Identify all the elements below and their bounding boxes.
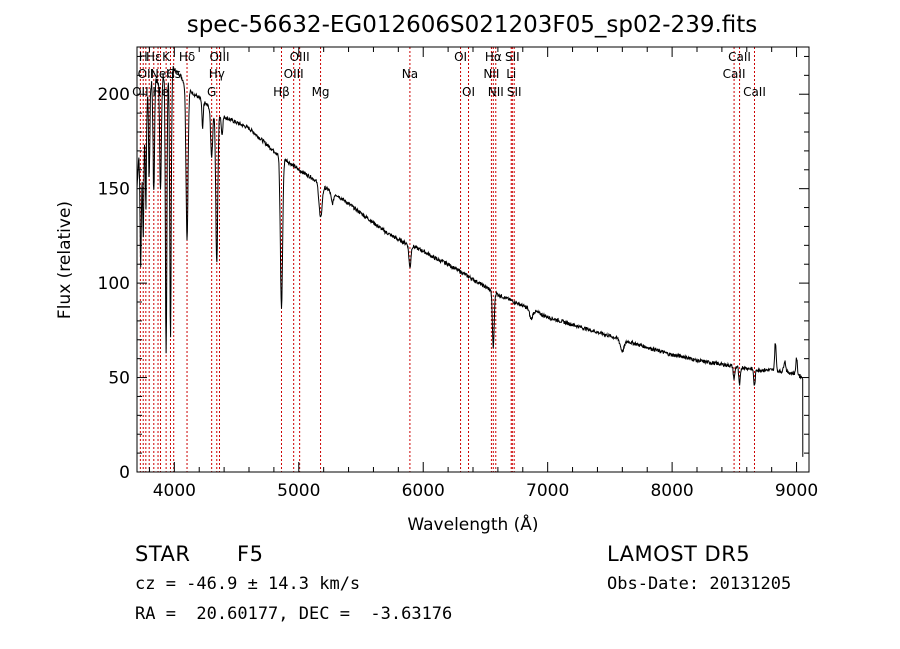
- line-marker-label: OIII: [209, 50, 229, 64]
- line-marker-label: H: [139, 50, 148, 64]
- x-tick-label: 9000: [775, 481, 818, 501]
- y-tick-label: 0: [119, 463, 130, 483]
- x-tick-label: 8000: [650, 481, 693, 501]
- line-marker-label: CaII: [743, 85, 766, 99]
- spectrum-line: [136, 66, 804, 457]
- y-tick-label: 150: [98, 180, 130, 200]
- object-class: STAR: [135, 542, 191, 566]
- observation-date: Obs-Date: 20131205: [607, 574, 792, 594]
- line-marker-label: OI: [462, 85, 475, 99]
- survey-name: LAMOST DR5: [607, 542, 751, 566]
- line-marker-label: NII: [483, 67, 499, 81]
- redshift-velocity: cz = -46.9 ± 14.3 km/s: [135, 574, 361, 594]
- line-marker-label: Hγ: [209, 67, 225, 81]
- line-marker-label: SII: [507, 85, 522, 99]
- x-axis-label: Wavelength (Å): [407, 513, 538, 535]
- y-axis: 0 50 100 150 200: [98, 55, 809, 483]
- line-marker-label: SII: [505, 50, 520, 64]
- line-marker-label: Hβ: [273, 85, 290, 99]
- line-marker-label: OIII: [290, 50, 310, 64]
- line-marker-label: Hε: [146, 50, 162, 64]
- line-marker-label: OII: [132, 85, 149, 99]
- line-marker-label: H: [166, 67, 175, 81]
- line-marker-label: He: [152, 85, 168, 99]
- line-marker-label: Mg: [312, 85, 330, 99]
- line-marker-label: Cs: [166, 67, 181, 81]
- line-markers: [139, 47, 755, 472]
- x-axis: 4000 5000 6000 7000 8000 9000: [148, 47, 818, 501]
- line-marker-label: Na: [402, 67, 418, 81]
- line-marker-label: CaII: [723, 67, 746, 81]
- y-axis-label: Flux (relative): [55, 201, 75, 319]
- y-tick-label: 100: [98, 274, 130, 294]
- line-marker-label: Li: [506, 67, 516, 81]
- plot-frame: [136, 46, 810, 473]
- y-tick-label: 200: [98, 85, 130, 105]
- line-marker-label: OII: [138, 67, 155, 81]
- line-marker-label: OIII: [284, 67, 304, 81]
- line-marker-label: OI: [454, 50, 467, 64]
- line-marker-label: Hδ: [179, 50, 195, 64]
- line-marker-labels: OIIHOIIHεNeHeKHCsHδGHγOIIIHβOIIIOIIIMgNa…: [132, 50, 766, 99]
- x-tick-label: 6000: [402, 481, 445, 501]
- chart-title: spec-56632-EG012606S021203F05_sp02-239.f…: [187, 12, 758, 38]
- line-marker-label: CaII: [728, 50, 751, 64]
- line-marker-label: G: [207, 85, 216, 99]
- x-tick-label: 7000: [526, 481, 569, 501]
- object-subclass: F5: [237, 542, 264, 566]
- line-marker-label: Ne: [150, 67, 166, 81]
- x-tick-label: 4000: [153, 481, 196, 501]
- line-marker-label: NII: [488, 85, 504, 99]
- y-tick-label: 50: [108, 369, 130, 389]
- line-marker-label: K: [162, 50, 171, 64]
- sky-coordinates: RA = 20.60177, DEC = -3.63176: [135, 604, 453, 624]
- line-marker-label: Hα: [485, 50, 502, 64]
- x-tick-label: 5000: [277, 481, 320, 501]
